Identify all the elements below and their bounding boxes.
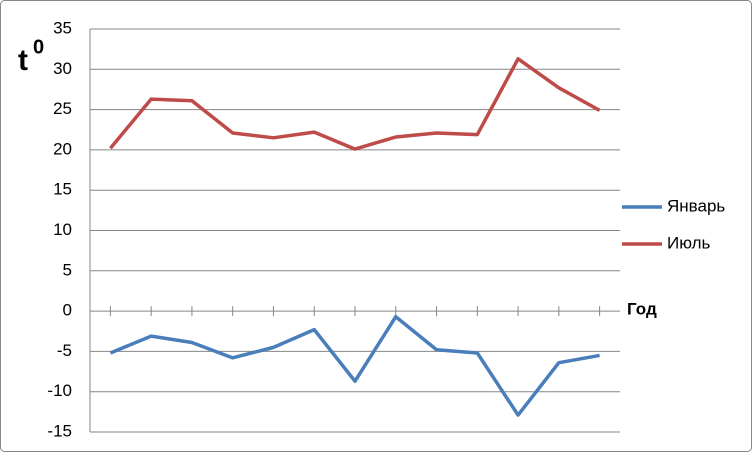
y-tick-label: -10 <box>47 381 72 400</box>
y-tick-label: 10 <box>53 220 72 239</box>
x-axis-label: Год <box>627 299 657 318</box>
y-axis-label-superscript: 0 <box>33 36 44 58</box>
y-tick-label: -5 <box>57 341 72 360</box>
y-tick-label: 0 <box>63 301 72 320</box>
y-tick-label: 15 <box>53 180 72 199</box>
legend-label: Июль <box>667 233 711 252</box>
y-tick-label: 20 <box>53 139 72 158</box>
y-axis-label: t <box>18 44 28 77</box>
y-tick-label: 35 <box>53 18 72 37</box>
series-line <box>109 314 600 417</box>
y-tick-label: 5 <box>63 260 72 279</box>
y-tick-label: 25 <box>53 99 72 118</box>
y-tick-label: 30 <box>53 59 72 78</box>
y-tick-label: -15 <box>47 421 72 440</box>
series-line <box>109 57 601 151</box>
legend-label: Январь <box>667 196 725 215</box>
